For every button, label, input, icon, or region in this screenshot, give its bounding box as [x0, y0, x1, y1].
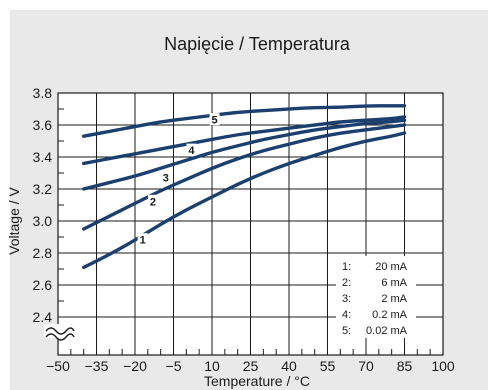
axis-break-icon: [44, 324, 75, 341]
legend-value: 0.2 mA: [372, 309, 408, 321]
y-tick-label: 2.8: [33, 245, 53, 261]
series-layer: [82, 104, 407, 270]
curve-label-bg: [160, 170, 171, 183]
y-tick-label: 2.6: [33, 277, 53, 293]
x-tick-label: 40: [281, 358, 297, 374]
y-tick-label: 3.8: [33, 85, 53, 101]
legend-key: 3:: [342, 293, 351, 305]
curve-label-2: 2: [150, 196, 156, 208]
legend: 1: 20 mA 2: 6 mA 3: 2 mA 4: 0.2 mA 5: 0.02 mA: [336, 256, 416, 338]
y-tick-label: 2.4: [33, 309, 53, 325]
tick-labels: −50 −35 −20 −5 10 25 40 55 70 85 1002.42.62.83.03.…: [33, 85, 455, 374]
legend-box: [336, 256, 416, 338]
y-axis-title: Voltage / V: [6, 186, 22, 254]
axis-break-line-top: [45, 327, 75, 335]
y-tick-label: 3.6: [33, 117, 53, 133]
curve-label-bg: [147, 194, 158, 207]
x-tick-label: 85: [397, 358, 413, 374]
series-line-2: [82, 123, 407, 231]
y-tick-label: 3.0: [33, 213, 53, 229]
x-tick-label: −20: [123, 358, 147, 374]
grid-lines: [57, 92, 444, 355]
legend-value: 0.02 mA: [366, 325, 408, 337]
legend-key: 5:: [342, 325, 351, 337]
x-tick-label: 55: [320, 358, 336, 374]
legend-key: 2:: [342, 277, 351, 289]
curve-label-5: 5: [212, 115, 218, 127]
x-tick-label: −50: [46, 358, 70, 374]
series-line-5: [82, 104, 407, 138]
legend-value: 2 mA: [381, 293, 407, 305]
legend-value: 20 mA: [375, 261, 407, 273]
axis-break-line-bottom: [45, 333, 75, 341]
series-line-3: [82, 118, 407, 191]
y-tick-label: 3.2: [33, 181, 53, 197]
curve-label-bg: [137, 233, 148, 246]
curve-label-bg: [186, 143, 197, 156]
chart-title: Napięcie / Temperatura: [164, 34, 351, 54]
x-tick-label: 70: [358, 358, 374, 374]
x-tick-label: 100: [431, 358, 455, 374]
x-tick-label: 10: [204, 358, 220, 374]
x-tick-label: 25: [243, 358, 259, 374]
legend-value: 6 mA: [381, 277, 407, 289]
series-line-1: [82, 131, 407, 270]
x-tick-label: −5: [166, 358, 182, 374]
legend-key: 1:: [342, 261, 351, 273]
series-line-4: [82, 115, 407, 166]
x-tick-label: −35: [85, 358, 109, 374]
legend-key: 4:: [342, 309, 351, 321]
y-tick-label: 3.4: [33, 149, 53, 165]
curve-label-bg: [209, 113, 220, 126]
curve-label-1: 1: [140, 235, 146, 247]
axis-break-mask: [44, 324, 74, 338]
curve-label-4: 4: [188, 145, 195, 157]
x-axis-title: Temperature / °C: [204, 373, 310, 389]
curve-label-3: 3: [163, 172, 169, 184]
